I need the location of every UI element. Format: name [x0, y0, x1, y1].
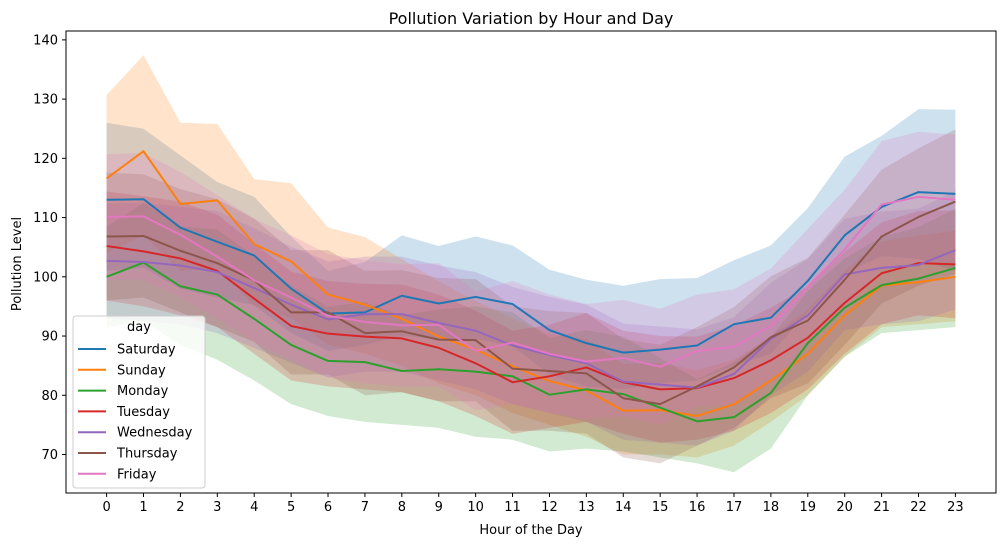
y-tick-label: 110 — [33, 211, 58, 226]
x-tick-label: 0 — [102, 500, 110, 515]
band-friday — [106, 131, 956, 425]
x-tick-label: 14 — [615, 500, 632, 515]
axes: 0 1 2 3 4 5 6 7 8 9 10 11 12 13 14 15 16 17 18 19 20 21 22 2370… — [33, 30, 997, 515]
legend-label-friday: Friday — [117, 467, 157, 482]
x-tick-label: 3 — [213, 500, 221, 515]
y-tick-label: 90 — [41, 330, 58, 345]
series-lines — [106, 150, 956, 423]
x-tick-label: 21 — [873, 500, 890, 515]
x-tick-label: 4 — [250, 500, 258, 515]
chart-title: Pollution Variation by Hour and Day — [389, 9, 674, 28]
x-tick-label: 2 — [176, 500, 184, 515]
x-tick-label: 5 — [287, 500, 295, 515]
series-line-tuesday — [106, 245, 956, 391]
y-tick-label: 120 — [33, 152, 58, 167]
x-tick-label: 7 — [361, 500, 369, 515]
x-tick-label: 17 — [726, 500, 743, 515]
y-axis-title: Pollution Level — [10, 217, 25, 311]
x-tick-label: 15 — [652, 500, 669, 515]
confidence-bands — [106, 55, 956, 473]
series-line-wednesday — [106, 249, 956, 389]
x-tick-label: 12 — [541, 500, 558, 515]
x-tick-label: 8 — [398, 500, 406, 515]
x-tick-label: 23 — [947, 500, 964, 515]
x-tick-label: 10 — [467, 500, 484, 515]
legend-label-sunday: Sunday — [117, 363, 166, 378]
legend-label-saturday: Saturday — [117, 343, 176, 358]
legend-label-tuesday: Tuesday — [116, 405, 170, 420]
y-tick-label: 130 — [33, 93, 58, 108]
band-sunday — [106, 55, 956, 458]
legend-label-thursday: Thursday — [116, 447, 178, 462]
series-line-saturday — [106, 191, 956, 354]
x-tick-label: 13 — [578, 500, 595, 515]
y-tick-label: 100 — [33, 270, 58, 285]
y-tick-label: 140 — [33, 33, 58, 48]
x-tick-label: 6 — [324, 500, 332, 515]
plot-frame — [65, 30, 997, 494]
x-tick-label: 19 — [800, 500, 817, 515]
legend-label-monday: Monday — [117, 384, 169, 399]
legend: day Saturday Sunday Monday Tuesday Wednesday T… — [72, 315, 206, 489]
x-tick-label: 11 — [504, 500, 521, 515]
x-tick-label: 1 — [139, 500, 147, 515]
band-tuesday — [106, 191, 956, 443]
series-line-monday — [106, 261, 956, 423]
legend-label-wednesday: Wednesday — [117, 426, 193, 441]
x-tick-label: 16 — [689, 500, 706, 515]
series-line-friday — [106, 195, 956, 368]
x-tick-label: 20 — [836, 500, 853, 515]
x-tick-label: 22 — [910, 500, 927, 515]
y-tick-label: 80 — [41, 389, 58, 404]
band-monday — [106, 202, 956, 473]
legend-title: day — [127, 320, 151, 335]
x-tick-label: 9 — [435, 500, 443, 515]
x-tick-label: 18 — [763, 500, 780, 515]
y-tick-label: 70 — [41, 448, 58, 463]
series-line-sunday — [106, 150, 956, 417]
band-saturday — [106, 109, 956, 390]
legend-box — [72, 315, 206, 489]
band-thursday — [106, 129, 956, 464]
x-axis-title: Hour of the Day — [479, 523, 583, 538]
